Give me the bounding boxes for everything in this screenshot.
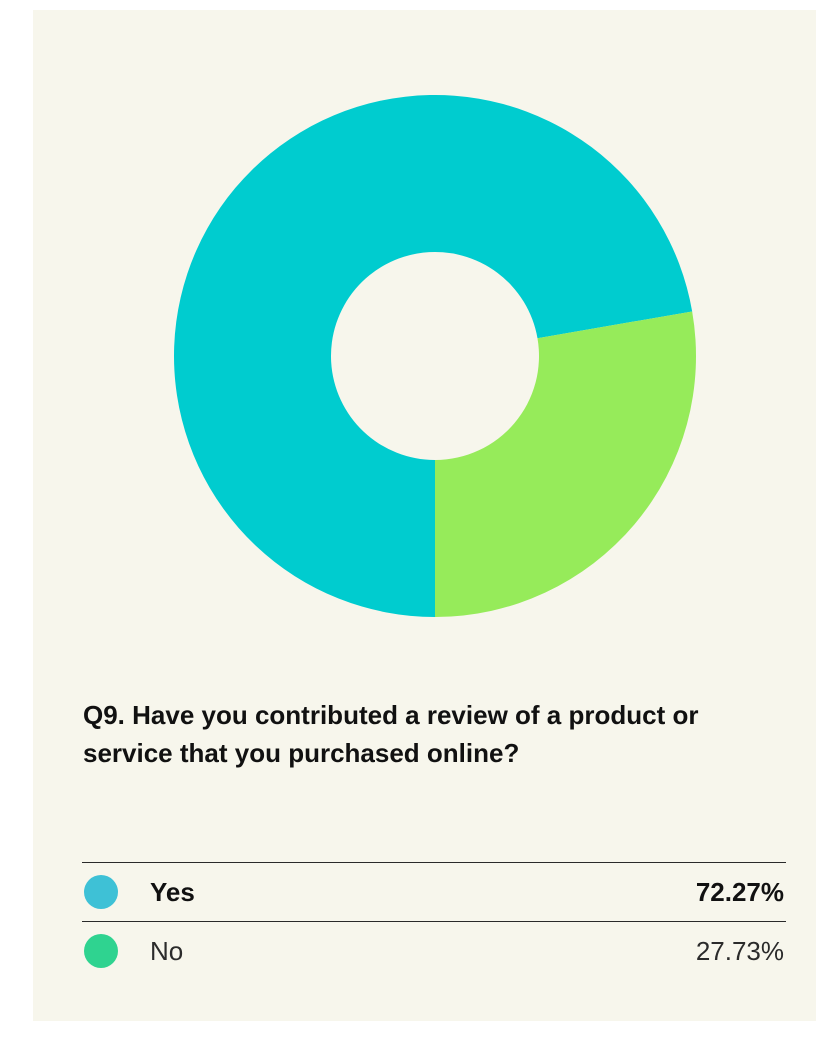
legend-row-yes: Yes 72.27% (82, 862, 786, 921)
legend-swatch-yes (84, 875, 118, 909)
donut-chart (173, 94, 696, 617)
legend-label-no: No (150, 936, 184, 966)
donut-slice-yes (173, 94, 693, 617)
question-title: Q9. Have you contributed a review of a p… (83, 700, 699, 768)
legend-swatch-no (84, 934, 118, 968)
legend-value-yes: 72.27% (695, 877, 784, 907)
legend-row-no: No 27.73% (82, 921, 786, 980)
chart-card: Q9. Have you contributed a review of a p… (33, 10, 816, 1021)
legend-value-no: 27.73% (695, 936, 784, 966)
legend: Yes 72.27% No 27.73% (82, 862, 786, 980)
donut-slice-no (435, 311, 696, 617)
legend-label-yes: Yes (150, 877, 195, 907)
